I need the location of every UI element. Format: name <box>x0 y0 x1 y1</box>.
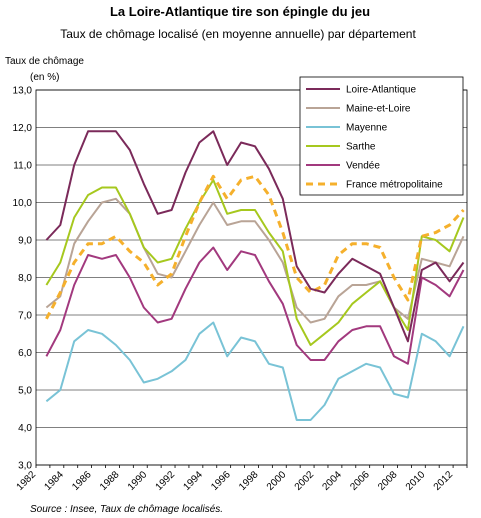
y-tick-label: 9,0 <box>18 236 32 247</box>
x-tick-label: 1982 <box>15 469 39 493</box>
chart-title: La Loire-Atlantique tire son épingle du … <box>110 4 370 19</box>
y-tick-label: 13,0 <box>13 86 33 97</box>
legend-label: Loire-Atlantique <box>346 85 416 96</box>
x-tick-label: 1990 <box>126 469 150 493</box>
x-tick-label: 1984 <box>42 469 66 493</box>
source-note: Source : Insee, Taux de chômage localisé… <box>30 504 223 515</box>
x-tick-label: 2008 <box>376 469 400 493</box>
y-axis-label: Taux de chômage <box>5 56 84 67</box>
chart-subtitle: Taux de chômage localisé (en moyenne ann… <box>60 27 416 41</box>
y-axis-unit: (en %) <box>30 72 59 83</box>
legend-box <box>299 76 464 196</box>
x-tick-label: 1996 <box>209 469 233 493</box>
series-line-2 <box>45 321 465 421</box>
legend-label: Mayenne <box>346 123 388 134</box>
x-tick-label: 1986 <box>70 469 94 493</box>
series-line-1 <box>45 197 465 324</box>
series-lines <box>45 130 465 421</box>
x-tick-label: 2012 <box>432 469 456 493</box>
legend-label: Sarthe <box>346 142 376 153</box>
plot-area <box>35 89 468 466</box>
x-tick-label: 1998 <box>237 469 261 493</box>
y-tick-label: 3,0 <box>18 461 32 472</box>
x-axis-ticks: 1982 1984 1986 1988 1990 1992 1994 1996 1998 2000… <box>15 465 468 493</box>
x-tick-label: 1992 <box>154 469 178 493</box>
series-line-3 <box>45 179 465 346</box>
x-tick-label: 2004 <box>320 469 344 493</box>
x-tick-label: 2000 <box>265 469 289 493</box>
y-tick-label: 4,0 <box>18 423 32 434</box>
y-tick-label: 12,0 <box>13 123 33 134</box>
y-tick-label: 8,0 <box>18 273 32 284</box>
y-tick-label: 7,0 <box>18 311 32 322</box>
series-line-0 <box>45 130 465 343</box>
y-tick-label: 5,0 <box>18 386 32 397</box>
y-tick-label: 6,0 <box>18 348 32 359</box>
legend: Loire-Atlantique Maine-et-Loire Mayenne Sar… <box>299 76 464 196</box>
y-axis-ticks: 3,0 4,0 5,0 6,0 7,0 8,0 9,0 10,0 11,0 12,0 13,0 <box>13 86 33 472</box>
x-tick-label: 2006 <box>348 469 372 493</box>
series-line-5 <box>45 174 465 320</box>
plot-border <box>35 89 468 466</box>
x-tick-label: 2010 <box>404 469 428 493</box>
y-tick-label: 11,0 <box>13 161 32 172</box>
legend-label: Maine-et-Loire <box>346 104 411 115</box>
series-line-4 <box>45 246 465 365</box>
legend-label: Vendée <box>346 161 380 172</box>
x-tick-label: 1994 <box>181 469 205 493</box>
x-tick-label: 2002 <box>293 469 317 493</box>
x-tick-label: 1988 <box>98 469 122 493</box>
y-tick-label: 10,0 <box>13 198 33 209</box>
legend-label: France métropolitaine <box>346 180 443 191</box>
